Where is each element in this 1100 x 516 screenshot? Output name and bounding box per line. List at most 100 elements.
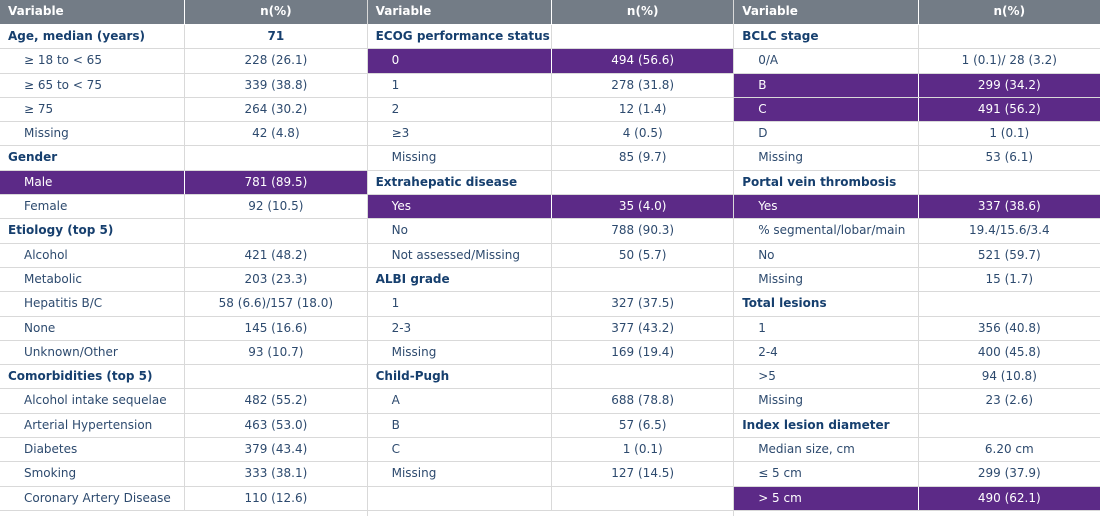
label-cell: 2-3 — [368, 316, 553, 340]
value-cell: 4 (0.5) — [622, 126, 663, 141]
value-cell: 23 (2.6) — [985, 393, 1034, 408]
value-cell: 337 (38.6) — [977, 199, 1041, 214]
section-row: Gender — [0, 146, 367, 171]
label-cell: Hepatitis B/C — [0, 292, 186, 316]
item-row: A 688 (78.8) — [367, 389, 734, 414]
value-cell: 379 (43.4) — [244, 442, 308, 457]
value-cell: 333 (38.1) — [244, 466, 308, 481]
label-cell: D — [734, 122, 919, 146]
item-row: Missing 127 (14.5) — [367, 462, 734, 487]
label-cell: > 5 cm — [734, 486, 919, 510]
item-row: C 1 (0.1) — [367, 438, 734, 463]
label-cell: B — [734, 73, 919, 97]
section-row: Index lesion diameter — [734, 413, 1100, 439]
item-row: Smoking 333 (38.1) — [0, 462, 367, 487]
label-cell: Not assessed/Missing — [368, 243, 553, 267]
label-cell: 1 — [368, 73, 553, 97]
value-cell: 299 (37.9) — [977, 466, 1041, 481]
item-row: Unknown/Other 93 (10.7) — [0, 340, 367, 366]
highlight-row: C 491 (56.2) — [734, 97, 1100, 123]
value-cell: 521 (59.7) — [977, 247, 1041, 262]
label-cell: Index lesion diameter — [734, 413, 919, 438]
label-cell: Male — [0, 170, 186, 195]
value-cell: 356 (40.8) — [977, 320, 1041, 335]
value-cell — [552, 268, 733, 291]
value-cell: 327 (37.5) — [611, 296, 675, 311]
item-row: Missing 42 (4.8) — [0, 122, 367, 147]
value-cell: 50 (5.7) — [618, 247, 667, 262]
item-row: ≥ 65 to < 75 339 (38.8) — [0, 73, 367, 98]
label-cell: 0 — [368, 49, 553, 73]
item-row: Missing 15 (1.7) — [734, 267, 1100, 293]
item-row: ≥ 18 to < 65 228 (26.1) — [0, 49, 367, 74]
label-cell: A — [368, 389, 553, 413]
label-cell: Etiology (top 5) — [0, 219, 186, 243]
header-row: Variable n(%) — [367, 0, 734, 25]
label-cell: BCLC stage — [734, 25, 919, 49]
item-row: ≥3 4 (0.5) — [367, 122, 734, 147]
table-block: Variable n(%) ECOG performance status 0 494 … — [366, 0, 734, 516]
section-row: ECOG performance status — [367, 25, 734, 50]
item-row: None 145 (16.6) — [0, 316, 367, 341]
label-cell: B — [368, 413, 553, 438]
value-cell — [919, 25, 1100, 48]
item-row: Median size, cm 6.20 cm — [734, 438, 1100, 463]
label-cell: Coronary Artery Disease — [0, 486, 186, 510]
label-cell: Gender — [0, 146, 186, 170]
value-cell — [185, 219, 366, 242]
item-row: 1 278 (31.8) — [367, 73, 734, 98]
section-row: Child-Pugh — [367, 365, 734, 390]
table-block: Variable n(%) BCLC stage 0/A 1 (0.1)/ 28 (3.… — [733, 0, 1100, 516]
value-cell: 688 (78.8) — [611, 393, 675, 408]
value-cell: 463 (53.0) — [244, 417, 308, 432]
value-cell: 1 (0.1) — [989, 126, 1030, 141]
value-cell — [552, 25, 733, 48]
section-row: BCLC stage — [734, 25, 1100, 50]
item-row: Metabolic 203 (23.3) — [0, 267, 367, 293]
value-cell: 93 (10.7) — [248, 344, 304, 359]
value-cell: 228 (26.1) — [244, 53, 308, 68]
header-cell: n(%) — [993, 4, 1026, 18]
highlight-row: 0 494 (56.6) — [367, 49, 734, 74]
value-cell: 145 (16.6) — [244, 320, 308, 335]
highlight-row: Yes 35 (4.0) — [367, 195, 734, 220]
value-cell — [552, 171, 733, 194]
value-cell — [185, 146, 366, 169]
value-cell: 203 (23.3) — [244, 271, 308, 286]
label-cell: Missing — [0, 122, 186, 146]
section-row: Portal vein thrombosis — [734, 170, 1100, 196]
item-row: ≤ 5 cm 299 (37.9) — [734, 462, 1100, 487]
label-cell: ≥ 18 to < 65 — [0, 49, 186, 73]
label-cell: ECOG performance status — [368, 25, 553, 49]
value-cell: 57 (6.5) — [618, 417, 667, 432]
item-row: 1 327 (37.5) — [367, 292, 734, 317]
label-cell: Missing — [368, 340, 553, 365]
value-cell: 53 (6.1) — [985, 150, 1034, 165]
label-cell: 1 — [368, 292, 553, 316]
value-cell: 490 (62.1) — [977, 490, 1041, 505]
value-cell: 299 (34.2) — [977, 77, 1041, 92]
label-cell: Smoking — [0, 462, 186, 486]
item-row: Alcohol intake sequelae 482 (55.2) — [0, 389, 367, 414]
header-row: Variable n(%) — [734, 0, 1100, 25]
value-cell: 482 (55.2) — [244, 393, 308, 408]
value-cell: 339 (38.8) — [244, 77, 308, 92]
value-cell: 19.4/15.6/3.4 — [968, 223, 1050, 238]
section-row: ALBI grade — [367, 267, 734, 293]
value-cell: 35 (4.0) — [618, 199, 667, 214]
empty-row — [367, 486, 734, 511]
value-cell: 494 (56.6) — [611, 53, 675, 68]
item-row: 0/A 1 (0.1)/ 28 (3.2) — [734, 49, 1100, 74]
label-cell: ≥3 — [368, 122, 553, 146]
label-cell: Comorbidities (top 5) — [0, 365, 186, 389]
label-cell: C — [734, 97, 919, 122]
label-cell: Age, median (years) — [0, 25, 186, 49]
item-row: 2 12 (1.4) — [367, 97, 734, 123]
label-cell: Median size, cm — [734, 438, 919, 462]
label-cell: ALBI grade — [368, 267, 553, 292]
item-row: Female 92 (10.5) — [0, 195, 367, 220]
label-cell: Female — [0, 195, 186, 219]
label-cell: ≥ 75 — [0, 97, 186, 122]
value-cell — [919, 414, 1100, 437]
